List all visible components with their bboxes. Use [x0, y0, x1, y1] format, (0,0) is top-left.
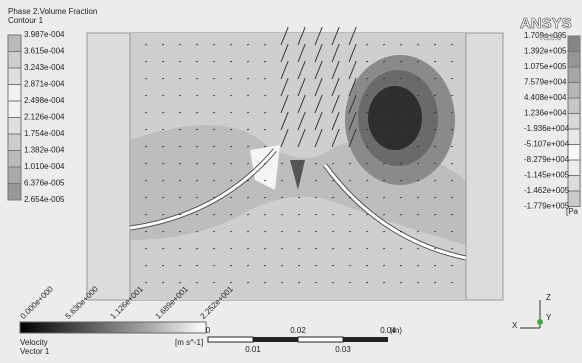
scale-label: 0.03 [335, 345, 351, 354]
legend-subtitle: Contour 1 [8, 16, 44, 25]
brand-version: R15.0 [540, 33, 562, 42]
scale-segment [208, 337, 253, 342]
legend-label: 1.382e-004 [24, 146, 65, 155]
axis-label: X [512, 321, 518, 330]
legend-label: 2.498e-004 [24, 96, 65, 105]
legend-label: 6.376e-005 [24, 179, 65, 188]
velocity-title: Velocity [20, 338, 48, 347]
legend-swatch [568, 83, 580, 99]
legend-swatch [568, 36, 580, 52]
legend-label: 1.392e+005 [524, 47, 567, 56]
brand: ANSYS [520, 15, 572, 32]
legend-swatch [568, 67, 580, 83]
legend-swatch [8, 68, 21, 85]
inlet-wall [87, 33, 130, 300]
legend-label: 2.126e-004 [24, 113, 65, 122]
legend-swatch [8, 118, 21, 135]
scale-segment [253, 337, 298, 342]
contour-core [368, 86, 422, 150]
legend-swatch [8, 167, 21, 184]
outlet-wall [466, 33, 503, 300]
axis-label: Z [546, 293, 551, 302]
legend-label: 3.987e-004 [24, 30, 65, 39]
legend-swatch [568, 98, 580, 114]
legend-label: 1.010e-004 [24, 162, 65, 171]
legend-swatch [8, 184, 21, 201]
legend-swatch [568, 145, 580, 161]
axis-origin [537, 319, 543, 325]
velocity-subtitle: Vector 1 [20, 347, 50, 356]
legend-swatch [8, 101, 21, 118]
axis-label: Y [546, 313, 552, 322]
scale-label: 0 [206, 326, 211, 335]
velocity-unit: [m s^-1] [175, 338, 203, 347]
legend-swatch [568, 52, 580, 68]
scale-segment [343, 337, 388, 342]
legend-label: 4.408e+004 [524, 93, 567, 102]
legend-label: -1.779e+005 [524, 202, 570, 211]
scale-label: 0.02 [290, 326, 306, 335]
legend-swatch [568, 191, 580, 207]
legend-label: -1.462e+005 [524, 186, 570, 195]
scale-bar [208, 337, 388, 342]
legend-swatch [8, 151, 21, 168]
legend-swatch [8, 134, 21, 151]
legend-label: 1.075e+005 [524, 62, 567, 71]
scale-unit: (m) [390, 326, 402, 335]
legend-swatch [568, 129, 580, 145]
legend-label: 1.236e+004 [524, 109, 567, 118]
legend-label: 3.243e-004 [24, 63, 65, 72]
right-legend-unit: [Pa [566, 207, 579, 216]
scale-segment [298, 337, 343, 342]
screenshot: Phase 2.Volume Fraction Contour 1 3.987e… [0, 0, 582, 363]
legend-swatch [8, 35, 21, 52]
legend-label: -1.936e+004 [524, 124, 570, 133]
legend-label: 7.579e+004 [524, 78, 567, 87]
legend-label: -5.107e+004 [524, 140, 570, 149]
legend-label: -8.279e+004 [524, 155, 570, 164]
legend-title: Phase 2.Volume Fraction [8, 7, 97, 16]
legend-label: 1.754e-004 [24, 129, 65, 138]
legend-label: -1.145e+005 [524, 171, 570, 180]
scale-label: 0.01 [245, 345, 261, 354]
legend-label: 2.871e-004 [24, 80, 65, 89]
legend-swatch [568, 176, 580, 192]
legend-swatch [568, 114, 580, 130]
legend-label: 3.615e-004 [24, 47, 65, 56]
velocity-colorbar [20, 322, 206, 333]
legend-swatch [568, 160, 580, 176]
legend-swatch [8, 52, 21, 69]
legend-swatch [8, 85, 21, 102]
legend-label: 2.654e-005 [24, 195, 65, 204]
